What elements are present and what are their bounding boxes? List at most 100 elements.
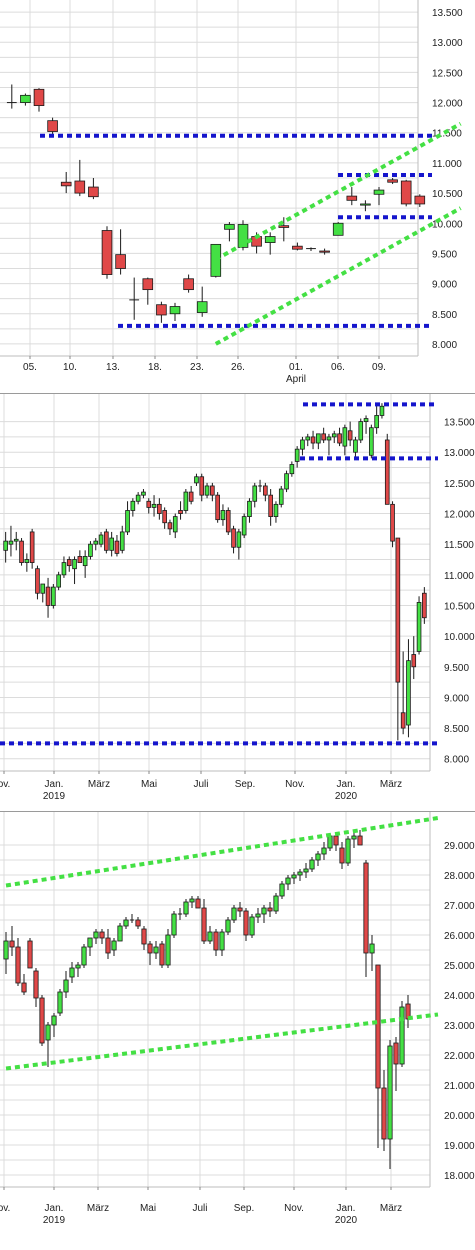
y-tick-label: 8.500	[444, 724, 469, 735]
candle-body	[171, 913, 177, 936]
candle-body	[331, 433, 337, 438]
candle	[326, 433, 332, 456]
candle-body	[414, 195, 426, 205]
candle	[183, 489, 189, 514]
candle	[213, 929, 219, 956]
candle-body	[273, 503, 279, 518]
candle-body	[219, 931, 225, 951]
candle	[21, 974, 27, 995]
candle	[321, 427, 326, 444]
candle	[300, 436, 305, 456]
candle-body	[422, 592, 427, 619]
candle	[339, 842, 345, 869]
candle-body	[178, 510, 183, 514]
candle-body	[3, 540, 8, 551]
candle-body	[27, 940, 33, 969]
candle-body	[339, 847, 345, 864]
candle	[129, 914, 135, 923]
candle	[141, 489, 146, 499]
candle-body	[278, 488, 284, 505]
candle-body	[63, 979, 69, 993]
candle	[309, 857, 315, 872]
candle	[196, 286, 208, 317]
candle	[98, 531, 104, 548]
candle-body	[215, 494, 220, 521]
candle	[104, 528, 109, 554]
candle-body	[19, 540, 24, 563]
candle	[390, 501, 395, 548]
candle-body	[201, 907, 207, 942]
candle-body	[183, 901, 189, 915]
candle-body	[3, 940, 9, 960]
x-tick-label: 09.	[372, 362, 386, 373]
candle-body	[241, 516, 247, 536]
candle	[165, 929, 171, 968]
candle	[393, 1037, 399, 1091]
candle	[303, 863, 309, 878]
y-tick-label: 11.500	[444, 540, 474, 551]
candle-body	[231, 528, 236, 548]
candle	[267, 902, 273, 917]
candle-body	[125, 510, 130, 533]
candle	[13, 531, 19, 551]
candle-body	[297, 871, 303, 876]
candle-body	[279, 883, 285, 897]
x-tick-label: ov.	[0, 1203, 10, 1214]
candle-body	[82, 556, 88, 567]
candle	[219, 929, 225, 956]
candle-body	[141, 491, 146, 496]
candle-body	[321, 847, 327, 855]
candle-body	[15, 946, 21, 984]
candle	[35, 565, 40, 600]
candle	[3, 531, 8, 563]
candle	[201, 899, 207, 944]
candle	[316, 433, 321, 450]
candle	[156, 301, 167, 323]
candle	[63, 971, 69, 998]
candle	[249, 914, 255, 938]
candle-body	[135, 494, 141, 502]
candles	[6, 84, 426, 323]
candle-body	[332, 222, 344, 236]
candle	[207, 926, 213, 944]
candle	[261, 905, 267, 923]
candle	[278, 485, 284, 508]
x-sublabel: 2020	[335, 1215, 358, 1226]
candle-body	[24, 559, 30, 563]
candle-body	[35, 568, 40, 594]
candle-body	[114, 540, 120, 554]
candle	[129, 277, 140, 320]
y-tick-label: 11.500	[432, 129, 462, 140]
candle-body	[243, 910, 249, 936]
candle	[381, 1070, 387, 1151]
x-sublabel: 2019	[43, 1215, 66, 1226]
candle-body	[88, 543, 93, 557]
candle	[289, 461, 295, 477]
candle	[357, 830, 363, 846]
x-tick-label: 10.	[63, 362, 77, 373]
candle	[111, 938, 117, 956]
candle-body	[98, 534, 104, 545]
candle-body	[162, 510, 167, 524]
candle	[117, 923, 123, 942]
candle	[369, 935, 375, 971]
candle-body	[40, 583, 46, 594]
y-tick-label: 19.000	[444, 1141, 475, 1152]
candle-body	[278, 225, 290, 228]
candle-body	[268, 494, 273, 518]
candle-body	[153, 946, 159, 954]
y-tick-label: 11.000	[432, 159, 462, 170]
candle	[51, 1013, 57, 1037]
candle	[285, 875, 291, 890]
x-tick-label: Nov.	[285, 779, 305, 790]
y-tick-label: 29.000	[444, 841, 475, 852]
chart-panel-daily: 8.000 8.500 9.000 9.500 10.000 10.500 11.000 11…	[0, 0, 475, 392]
candle	[105, 929, 111, 959]
candle	[353, 436, 358, 459]
candle	[135, 917, 141, 929]
x-tick-label: 01.	[289, 362, 303, 373]
candle	[27, 938, 33, 969]
candle	[47, 117, 58, 134]
candle	[189, 896, 195, 908]
candle	[82, 550, 88, 578]
